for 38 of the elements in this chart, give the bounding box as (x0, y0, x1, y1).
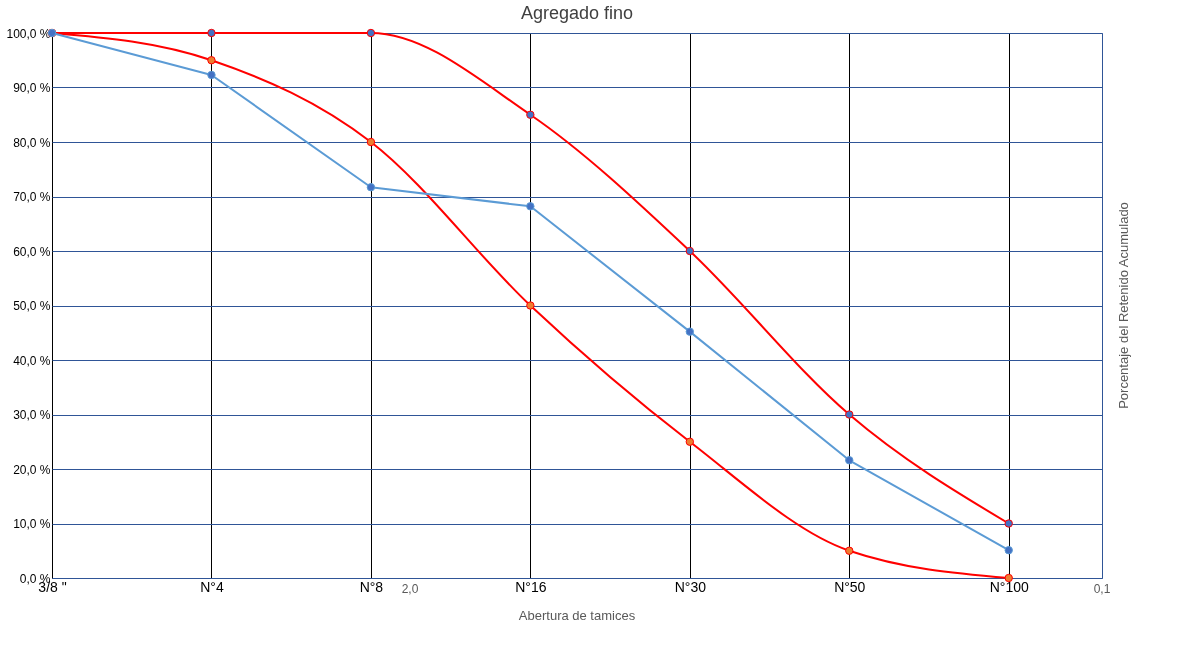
y-tick-label: 20,0 % (13, 462, 51, 477)
point (207, 56, 216, 65)
point (366, 183, 376, 192)
text: 0,1 (1093, 582, 1111, 596)
y-tick-label: 70,0 % (13, 190, 51, 204)
x-tick-label: N°4 (200, 578, 224, 595)
y-tick-label: 40,0 % (13, 353, 51, 368)
point (366, 28, 376, 38)
point (1004, 519, 1013, 528)
point (845, 456, 854, 465)
point (845, 546, 854, 555)
y-tick-label: 90,0 % (13, 81, 51, 95)
x-tick-label: N°50 (834, 578, 866, 595)
point (685, 246, 695, 256)
x-tick-label: N°30 (674, 578, 707, 595)
y-tick-label: 30,0 % (13, 408, 51, 422)
point (845, 410, 854, 419)
point (366, 137, 376, 147)
point (207, 70, 216, 80)
point (207, 28, 216, 38)
point (526, 202, 535, 211)
y-tick-label: 80,0 % (13, 135, 51, 150)
y-axis-title: Porcentaje del Retenido Acumulado (1116, 202, 1131, 409)
point (1004, 546, 1013, 555)
y-tick-label: 50,0 % (13, 299, 51, 313)
point (526, 301, 535, 310)
point (526, 110, 535, 119)
x-axis-title: Abertura de tamices (518, 608, 636, 623)
point (685, 327, 695, 336)
chart-title: Agregado fino (520, 3, 634, 23)
point (685, 437, 695, 446)
x-tick-label: N°100 (989, 578, 1029, 595)
y-tick-label: 60,0 % (13, 244, 51, 259)
x-tick-label: N°8 (359, 578, 384, 595)
text: 2,0 (401, 582, 419, 596)
x-tick-label: N°16 (515, 578, 547, 595)
y-tick-label: 10,0 % (13, 517, 51, 531)
point (1004, 573, 1013, 583)
